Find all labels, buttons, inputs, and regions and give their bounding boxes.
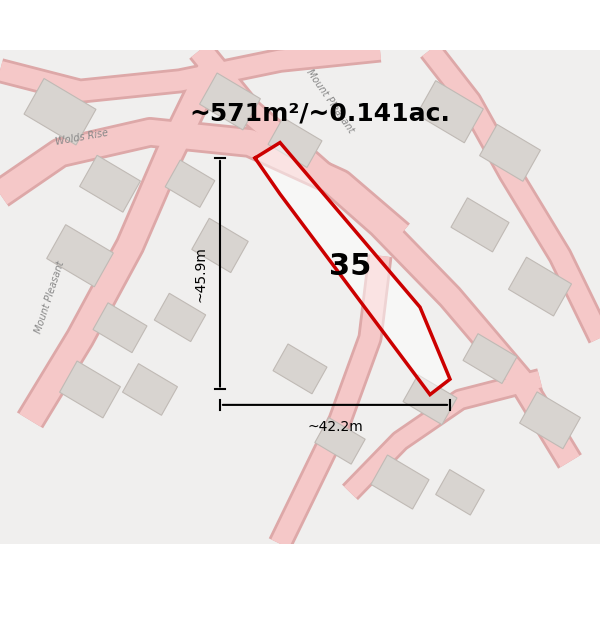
Text: Contains OS data © Crown copyright and database right 2021. This information is : Contains OS data © Crown copyright and d…: [12, 548, 588, 592]
Text: 35: 35: [329, 251, 371, 281]
Bar: [371, 455, 429, 509]
Text: Mount Pleasant: Mount Pleasant: [34, 259, 67, 334]
Bar: [416, 81, 484, 142]
Text: Mount Pleasant: Mount Pleasant: [304, 68, 356, 135]
Bar: [268, 118, 322, 168]
Bar: [463, 334, 517, 384]
Text: 35, MOUNT PLEASANT, KEYWORTH, NOTTINGHAM, NG12 5EP: 35, MOUNT PLEASANT, KEYWORTH, NOTTINGHAM…: [40, 14, 560, 29]
Text: ~42.2m: ~42.2m: [307, 420, 363, 434]
Bar: [520, 392, 580, 449]
Bar: [403, 375, 457, 424]
Bar: [59, 361, 121, 418]
Bar: [165, 160, 215, 208]
Text: ~45.9m: ~45.9m: [194, 246, 208, 302]
Bar: [479, 124, 541, 181]
Bar: [200, 73, 260, 130]
Bar: [47, 224, 113, 287]
Bar: [273, 344, 327, 394]
Bar: [451, 198, 509, 252]
Bar: [436, 469, 484, 515]
Bar: [122, 364, 178, 415]
Text: Map shows position and indicative extent of the property.: Map shows position and indicative extent…: [120, 24, 480, 38]
Bar: [93, 302, 147, 352]
Text: Wolds Rise: Wolds Rise: [55, 128, 109, 147]
Bar: [192, 218, 248, 272]
Bar: [24, 79, 96, 145]
Bar: [508, 257, 572, 316]
Bar: [80, 155, 140, 212]
Text: ~571m²/~0.141ac.: ~571m²/~0.141ac.: [190, 101, 451, 126]
Polygon shape: [255, 142, 450, 394]
Bar: [154, 293, 206, 342]
Bar: [315, 418, 365, 464]
